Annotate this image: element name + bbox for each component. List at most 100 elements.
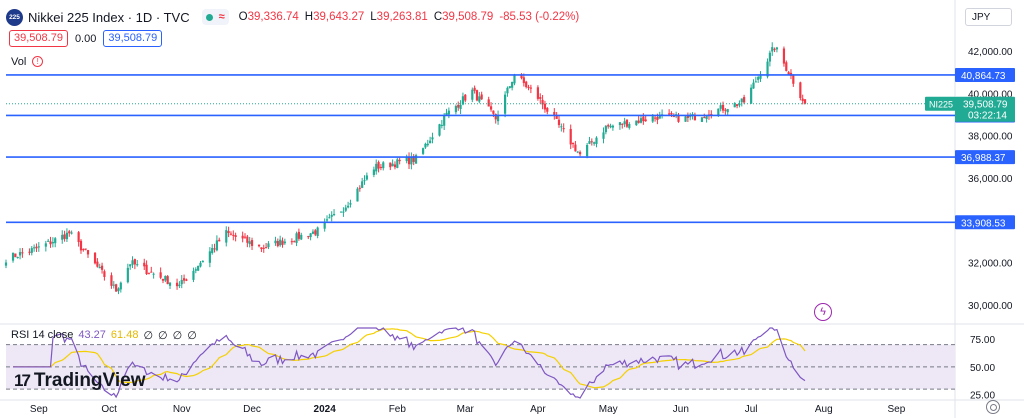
ohlc-low: L39,263.81 [370,11,428,23]
candle-body [192,270,195,280]
candle-body [112,284,115,286]
candle-body [98,266,101,269]
candle-body [414,155,418,164]
x-tick-label: 2024 [314,404,337,415]
candle-body [316,227,319,237]
candle-body [225,230,228,243]
candle-body [522,77,525,84]
candle-body [18,252,22,256]
candle-body [325,219,329,221]
candle-body [604,125,607,133]
candle-body [11,252,15,261]
symbol-header[interactable]: 225 Nikkei 225 Index · 1D · TVC ≈ O39,33… [6,7,579,27]
level-label: 36,988.37 [961,153,1006,164]
candle-body [618,122,622,126]
candle-body [625,119,629,127]
candle-body [799,82,802,99]
candle-body [457,104,460,108]
candle-body [506,87,509,94]
level-label-bg [955,215,1015,230]
candle-body [347,205,350,208]
candle-body [115,284,118,292]
candle-body [96,261,99,267]
candle-body [391,163,394,167]
currency-selector[interactable]: JPY [965,8,1012,26]
candle-body [459,104,462,109]
candle-body [54,238,57,244]
candle-body [752,82,755,89]
candle-body [782,48,786,64]
candle-body [126,267,129,283]
x-tick-label: Aug [815,404,833,415]
candle-body [464,94,467,101]
candle-body [668,113,671,115]
buy-price-button[interactable]: 39,508.79 [103,30,163,47]
candle-body [621,123,624,125]
candle-body [393,164,397,168]
candle-body [543,103,547,110]
candle-body [361,181,364,188]
candle-body [461,96,465,105]
candle-body [609,125,612,128]
market-open-dot-icon [205,13,213,21]
volume-legend[interactable]: Vol ! [11,56,44,68]
candle-body [595,137,598,144]
trade-prices: 39,508.79 0.00 39,508.79 [9,30,163,47]
candle-body [644,119,647,122]
candle-body [424,143,427,148]
candle-body [586,145,589,157]
candle-body [262,247,265,249]
candle-body [431,137,434,140]
candle-body [93,252,97,264]
candle-body [49,241,52,245]
candle-body [283,241,286,244]
settings-gear-icon[interactable] [986,400,1000,414]
candle-body [131,260,134,265]
sell-price-button[interactable]: 39,508.79 [9,30,68,47]
candle-body [257,244,261,247]
candle-body [520,74,523,79]
status-pill[interactable]: ≈ [201,9,229,25]
candle-body [792,74,795,84]
rsi-legend[interactable]: RSI 14 close 43.27 61.48 ∅ ∅ ∅ ∅ [11,329,197,342]
tradingview-logo[interactable]: 17 TradingView [14,370,146,392]
symbol-title[interactable]: Nikkei 225 Index · 1D · TVC [28,9,190,25]
ohlc-open: O39,336.74 [238,11,299,23]
warning-icon[interactable]: ! [32,56,44,67]
candle-body [208,251,211,263]
candle-body [412,156,415,162]
candle-body [377,162,380,169]
candle-body [342,211,345,213]
candle-body [396,159,399,168]
candle-body [560,126,563,128]
candle-body [21,252,24,254]
ohlc-high: H39,643.27 [304,11,365,23]
rsi-value: 43.27 [78,329,106,341]
candle-body [372,169,375,175]
candle-body [576,151,579,153]
candle-body [504,94,507,114]
symbol-logo-icon: 225 [6,8,23,26]
candle-body [349,203,352,205]
candle-body [639,118,643,123]
candle-body [143,262,146,267]
candle-body [375,163,378,172]
ohlc-change: -85.53 (-0.22%) [499,11,580,23]
candle-body [440,124,443,126]
candle-body [593,142,596,144]
candle-body [787,72,790,75]
candle-body [309,233,312,238]
candle-body [588,141,591,144]
candle-body [642,116,645,122]
candle-body [611,125,614,128]
candle-body [735,104,739,106]
candle-body [443,115,446,126]
candle-body [492,110,495,114]
candle-body [182,278,186,281]
candle-body [590,141,593,143]
candle-body [686,115,689,118]
candle-body [684,116,687,122]
flash-icon[interactable]: ϟ [814,303,832,321]
candle-body [201,260,204,263]
